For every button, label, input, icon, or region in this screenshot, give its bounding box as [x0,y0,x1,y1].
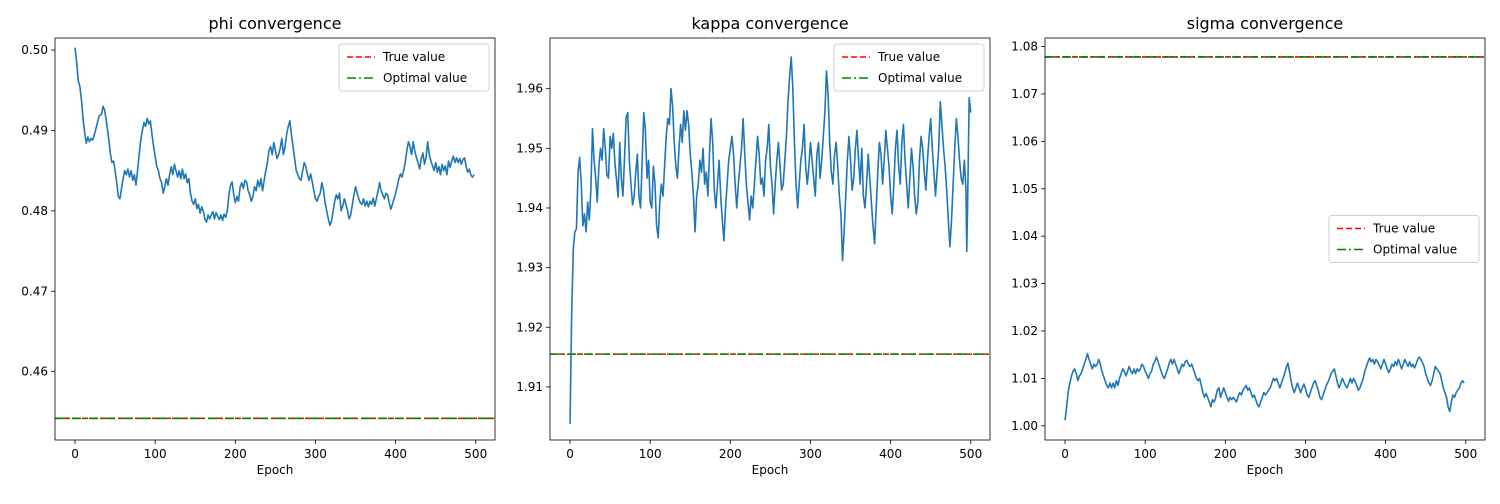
y-tick-label: 0.46 [21,365,48,379]
series-line [74,47,475,227]
x-tick-label: 400 [879,447,902,461]
legend: True value Optimal value [1328,215,1480,263]
y-tick-label: 1.00 [1011,419,1038,433]
y-tick-label: 1.03 [1011,277,1038,291]
axes-frame [1044,37,1486,441]
x-tick-label: 200 [1214,447,1237,461]
y-tick-label: 0.48 [21,204,48,218]
legend: True value Optimal value [338,43,490,92]
y-tick-label: 1.04 [1011,229,1038,243]
sigma-panel: sigma convergence 0 100 200 300 400 500 1.00 1.0… [1011,14,1486,477]
x-tick-label: 300 [304,447,327,461]
series-line [569,56,972,424]
x-tick-label: 100 [144,447,167,461]
x-tick-label: 500 [464,447,487,461]
x-tick-label: 400 [384,447,407,461]
x-tick-label: 200 [719,447,742,461]
y-tick-label: 1.96 [516,82,543,96]
x-tick-label: 100 [1134,447,1157,461]
x-tick-label: 0 [71,447,79,461]
y-tick-label: 1.93 [516,261,543,275]
y-tick-label: 1.01 [1011,371,1038,385]
legend-label: True value [382,50,445,64]
series-line [1064,352,1465,421]
legend-label: True value [877,50,940,64]
y-tick-label: 1.94 [516,201,543,215]
x-tick-label: 0 [566,447,574,461]
kappa-title: kappa convergence [691,14,848,33]
y-tick-label: 1.95 [516,141,543,155]
x-tick-label: 100 [639,447,662,461]
legend-label: Optimal value [383,71,467,85]
x-tick-label: 300 [799,447,822,461]
x-tick-label: 200 [224,447,247,461]
x-tick-label: 500 [1454,447,1477,461]
y-tick-label: 1.08 [1011,40,1038,54]
y-tick-label: 1.07 [1011,87,1038,101]
x-tick-label: 0 [1061,447,1069,461]
legend-box [338,43,490,92]
legend-label: Optimal value [878,71,962,85]
x-axis-label: Epoch [752,463,789,477]
legend-label: True value [1372,222,1435,236]
y-tick-label: 1.02 [1011,324,1038,338]
axes-frame [54,37,496,441]
x-axis-label: Epoch [1247,463,1284,477]
y-tick-label: 1.91 [516,380,543,394]
x-tick-label: 400 [1374,447,1397,461]
axes-frame [549,37,991,441]
y-tick-label: 0.50 [21,43,48,57]
legend-box [833,43,985,92]
x-tick-label: 500 [959,447,982,461]
legend: True value Optimal value [833,43,985,92]
kappa-panel: kappa convergence 0 100 200 300 400 500 1.91 1.9… [516,14,991,477]
phi-panel: phi convergence 0 100 200 300 400 500 0.46 0.47 0… [21,14,496,477]
y-tick-label: 1.06 [1011,134,1038,148]
legend-label: Optimal value [1373,243,1457,257]
y-tick-label: 1.92 [516,320,543,334]
y-tick-label: 0.49 [21,123,48,137]
x-axis-label: Epoch [257,463,294,477]
legend-box [1328,215,1480,263]
y-tick-label: 0.47 [21,284,48,298]
y-tick-label: 1.05 [1011,182,1038,196]
x-tick-label: 300 [1294,447,1317,461]
phi-title: phi convergence [209,14,342,33]
sigma-title: sigma convergence [1187,14,1344,33]
